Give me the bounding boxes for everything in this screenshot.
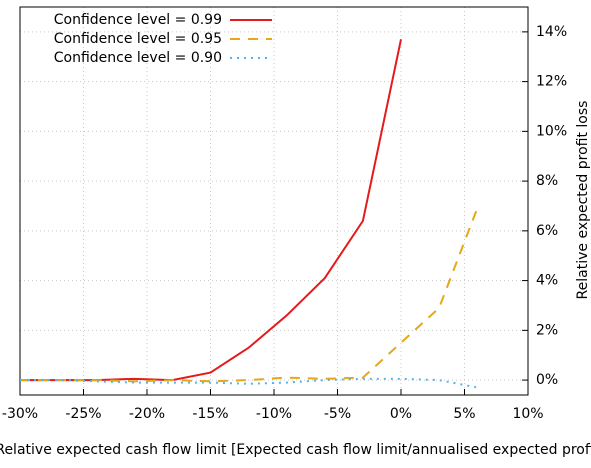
y-axis-label: Relative expected profit loss — [575, 101, 591, 300]
x-tick-label: -5% — [324, 406, 351, 422]
y-tick-label: 12% — [536, 74, 567, 90]
line — [20, 39, 402, 382]
x-tick-label: -10% — [256, 406, 292, 422]
x-tick-label: 10% — [512, 406, 543, 422]
y-tick-label: 0% — [536, 372, 558, 388]
x-tick-label: -15% — [192, 406, 228, 422]
y-tick-label: 10% — [536, 123, 567, 139]
legend-label: Confidence level = 0.90 — [54, 50, 222, 66]
plot-border — [19, 6, 529, 396]
x-tick-label: -25% — [65, 406, 101, 422]
line — [20, 208, 479, 383]
y-tick-label: 6% — [536, 223, 558, 239]
x-tick-label: 5% — [453, 406, 475, 422]
x-tick-label: -30% — [2, 406, 38, 422]
legend-label: Confidence level = 0.99 — [54, 12, 222, 28]
y-tick-label: 8% — [536, 173, 558, 189]
y-tick-label: 14% — [536, 24, 567, 40]
y-tick-label: 4% — [536, 273, 558, 289]
y-tick-label: 2% — [536, 322, 558, 338]
x-tick-label: 0% — [390, 406, 412, 422]
legend-label: Confidence level = 0.95 — [54, 31, 222, 47]
x-tick-label: -20% — [129, 406, 165, 422]
x-axis-label: Relative expected cash flow limit [Expec… — [0, 442, 591, 458]
